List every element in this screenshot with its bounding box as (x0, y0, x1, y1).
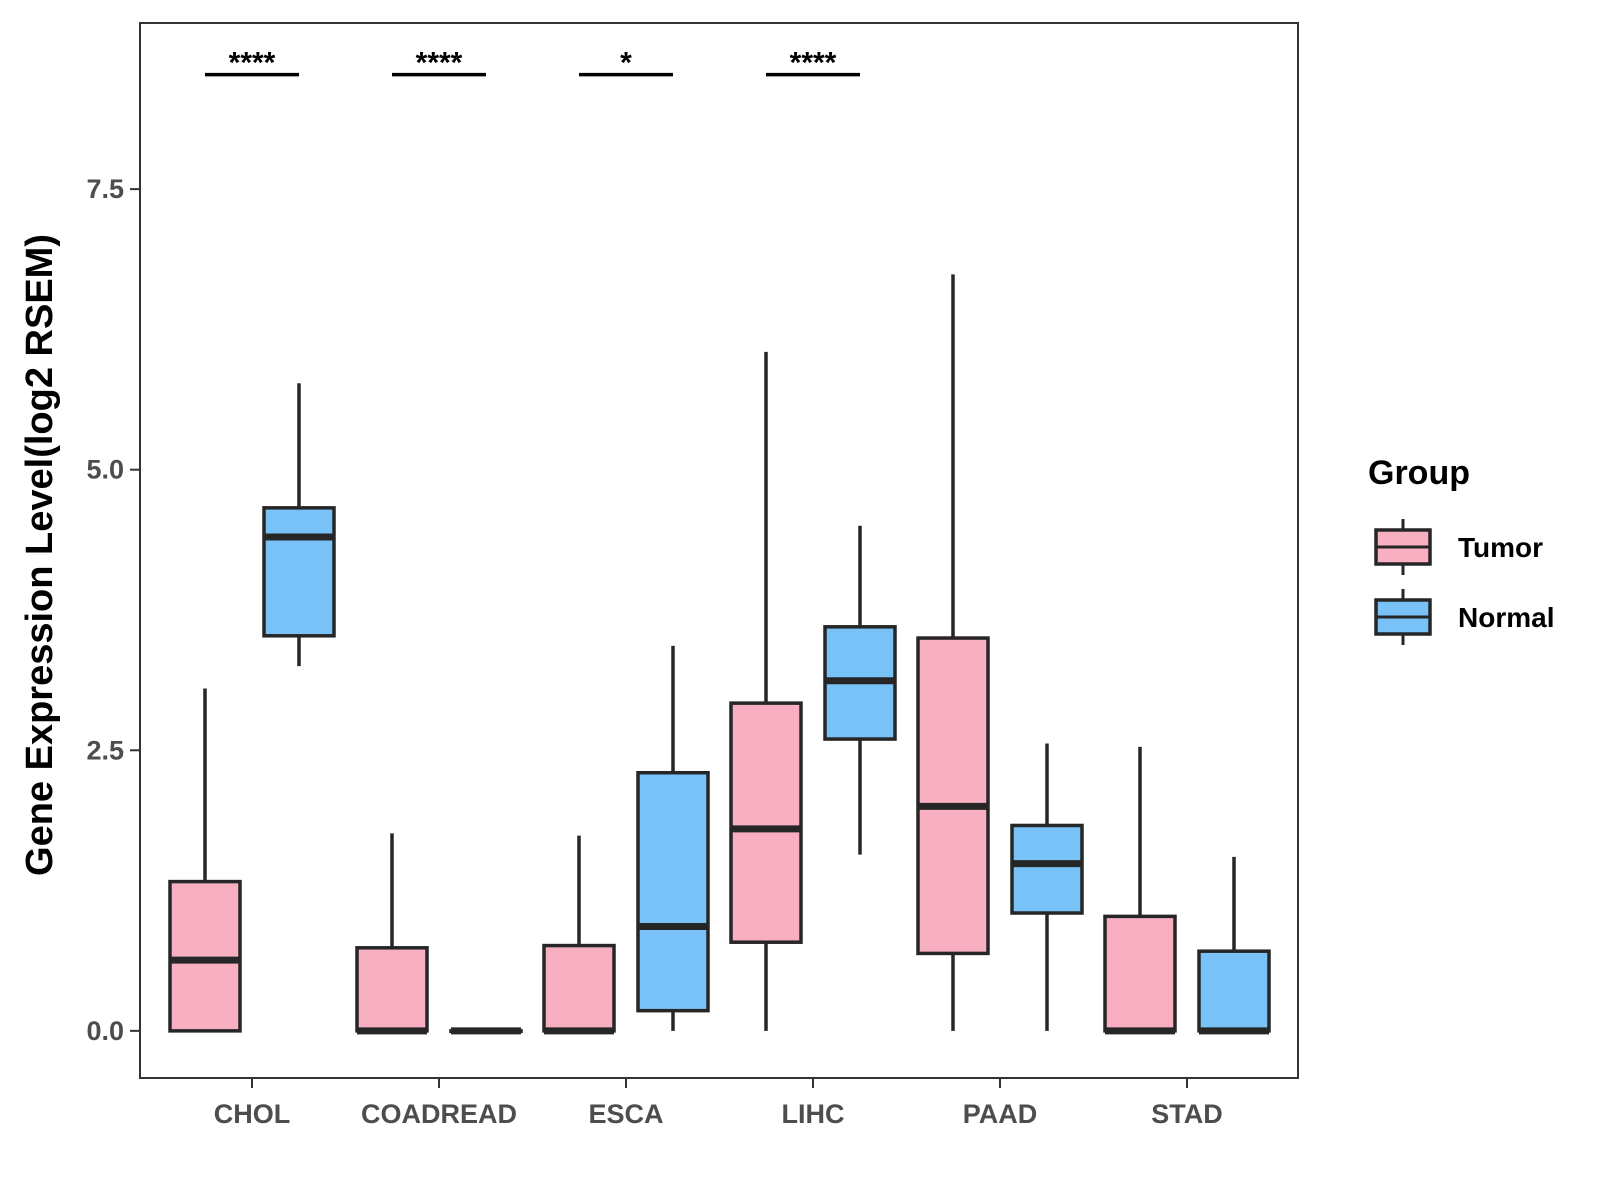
box-normal-lihc (823, 525, 897, 855)
y-tick-label: 2.5 (86, 735, 124, 765)
box-normal-chol (262, 383, 336, 667)
panel-border (139, 22, 1299, 1079)
boxes-layer (168, 274, 1271, 1035)
box-body (168, 879, 242, 1033)
legend-label: Tumor (1458, 532, 1543, 563)
box-tumor-lihc (729, 351, 803, 1031)
box-body (1010, 823, 1084, 915)
x-tick-label: CHOL (214, 1099, 291, 1129)
box-tumor-coadread (355, 833, 429, 1035)
x-tick-label: ESCA (588, 1099, 663, 1129)
legend-items: Tumor Normal (1374, 519, 1554, 645)
significance-label: **** (416, 47, 463, 80)
box-normal-paad (1010, 743, 1084, 1031)
y-tick-label: 7.5 (86, 174, 124, 204)
box-tumor-paad (916, 274, 990, 1031)
significance-label: **** (790, 47, 837, 80)
box-body (355, 946, 429, 1033)
legend-item-tumor: Tumor (1374, 519, 1543, 575)
significance-lihc: **** (766, 47, 860, 80)
x-tick-label: LIHC (782, 1099, 845, 1129)
box-body (729, 701, 803, 944)
box-body (1197, 949, 1271, 1033)
y-axis: 0.0 2.5 5.0 7.5 (86, 174, 140, 1046)
box-tumor-stad (1103, 746, 1177, 1035)
box-normal-coadread (449, 1027, 523, 1035)
significance-label: **** (229, 47, 276, 80)
significance-label: * (620, 47, 632, 80)
box-body (636, 770, 710, 1013)
significance-esca: * (579, 47, 673, 80)
legend-item-normal: Normal (1374, 589, 1554, 645)
legend-title: Group (1368, 454, 1470, 492)
box-body (542, 943, 616, 1033)
x-tick-label: STAD (1151, 1099, 1223, 1129)
box-normal-esca (636, 645, 710, 1031)
y-axis-title: Gene Expression Level(log2 RSEM) (19, 234, 61, 876)
significance-layer: **** **** * **** (205, 47, 860, 80)
box-body (1103, 914, 1177, 1033)
legend: Group Tumor Normal (1368, 454, 1554, 645)
box-body (262, 506, 336, 638)
box-tumor-esca (542, 835, 616, 1035)
legend-label: Normal (1458, 602, 1554, 633)
box-tumor-chol (168, 688, 242, 1033)
x-tick-label: PAAD (963, 1099, 1038, 1129)
x-tick-label: COADREAD (361, 1099, 517, 1129)
y-tick-label: 5.0 (86, 455, 124, 485)
x-axis: CHOL COADREAD ESCA LIHC PAAD STAD (214, 1078, 1223, 1129)
y-tick-label: 0.0 (86, 1016, 124, 1046)
box-body (916, 636, 990, 956)
significance-chol: **** (205, 47, 299, 80)
significance-coadread: **** (392, 47, 486, 80)
box-normal-stad (1197, 856, 1271, 1035)
